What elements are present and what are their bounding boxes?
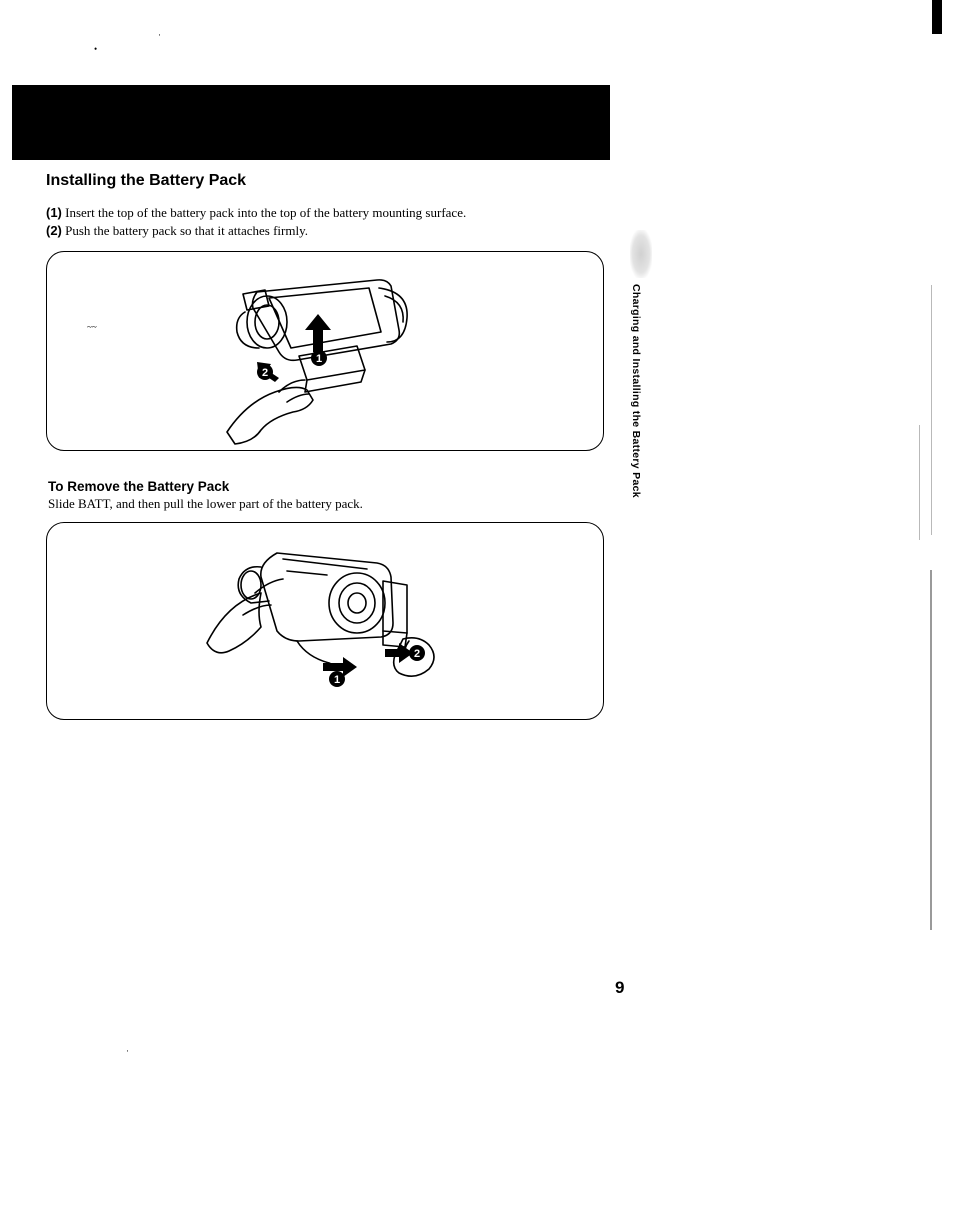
remove-desc: Slide BATT, and then pull the lower part… bbox=[48, 496, 616, 512]
edge-scan-marks bbox=[654, 0, 954, 1000]
install-title: Installing the Battery Pack bbox=[46, 172, 616, 190]
edge-black-tick bbox=[932, 0, 942, 34]
callout-1: 1 bbox=[316, 353, 322, 365]
scan-speck: · bbox=[126, 1046, 129, 1056]
callout-1b: 1 bbox=[334, 674, 340, 686]
svg-text:~~: ~~ bbox=[87, 322, 97, 332]
edge-line bbox=[930, 570, 932, 930]
header-black-bar bbox=[12, 85, 610, 160]
scan-speck: • bbox=[94, 44, 97, 54]
figure-remove: 1 2 bbox=[46, 522, 604, 720]
side-tab-label: Charging and Installing the Battery Pack bbox=[630, 284, 642, 498]
remove-title: To Remove the Battery Pack bbox=[46, 479, 616, 494]
edge-line bbox=[919, 425, 921, 540]
step-2-text: Push the battery pack so that it attache… bbox=[62, 223, 308, 238]
remove-illustration: 1 2 bbox=[47, 523, 605, 721]
step-2-num: (2) bbox=[46, 223, 62, 238]
side-tab: Charging and Installing the Battery Pack bbox=[630, 230, 652, 530]
callout-2b: 2 bbox=[414, 648, 420, 660]
figure-install: 1 2 ~~ bbox=[46, 251, 604, 451]
step-2: (2) Push the battery pack so that it att… bbox=[46, 222, 616, 240]
page-number: 9 bbox=[615, 978, 624, 998]
callout-2: 2 bbox=[262, 367, 268, 379]
main-content: Installing the Battery Pack (1) Insert t… bbox=[46, 172, 616, 720]
scan-speck: · bbox=[158, 30, 161, 40]
step-1-text: Insert the top of the battery pack into … bbox=[62, 205, 466, 220]
install-illustration: 1 2 ~~ bbox=[47, 252, 605, 452]
step-1: (1) Insert the top of the battery pack i… bbox=[46, 204, 616, 222]
tab-smudge bbox=[630, 230, 652, 278]
step-1-num: (1) bbox=[46, 205, 62, 220]
edge-line bbox=[931, 285, 933, 535]
